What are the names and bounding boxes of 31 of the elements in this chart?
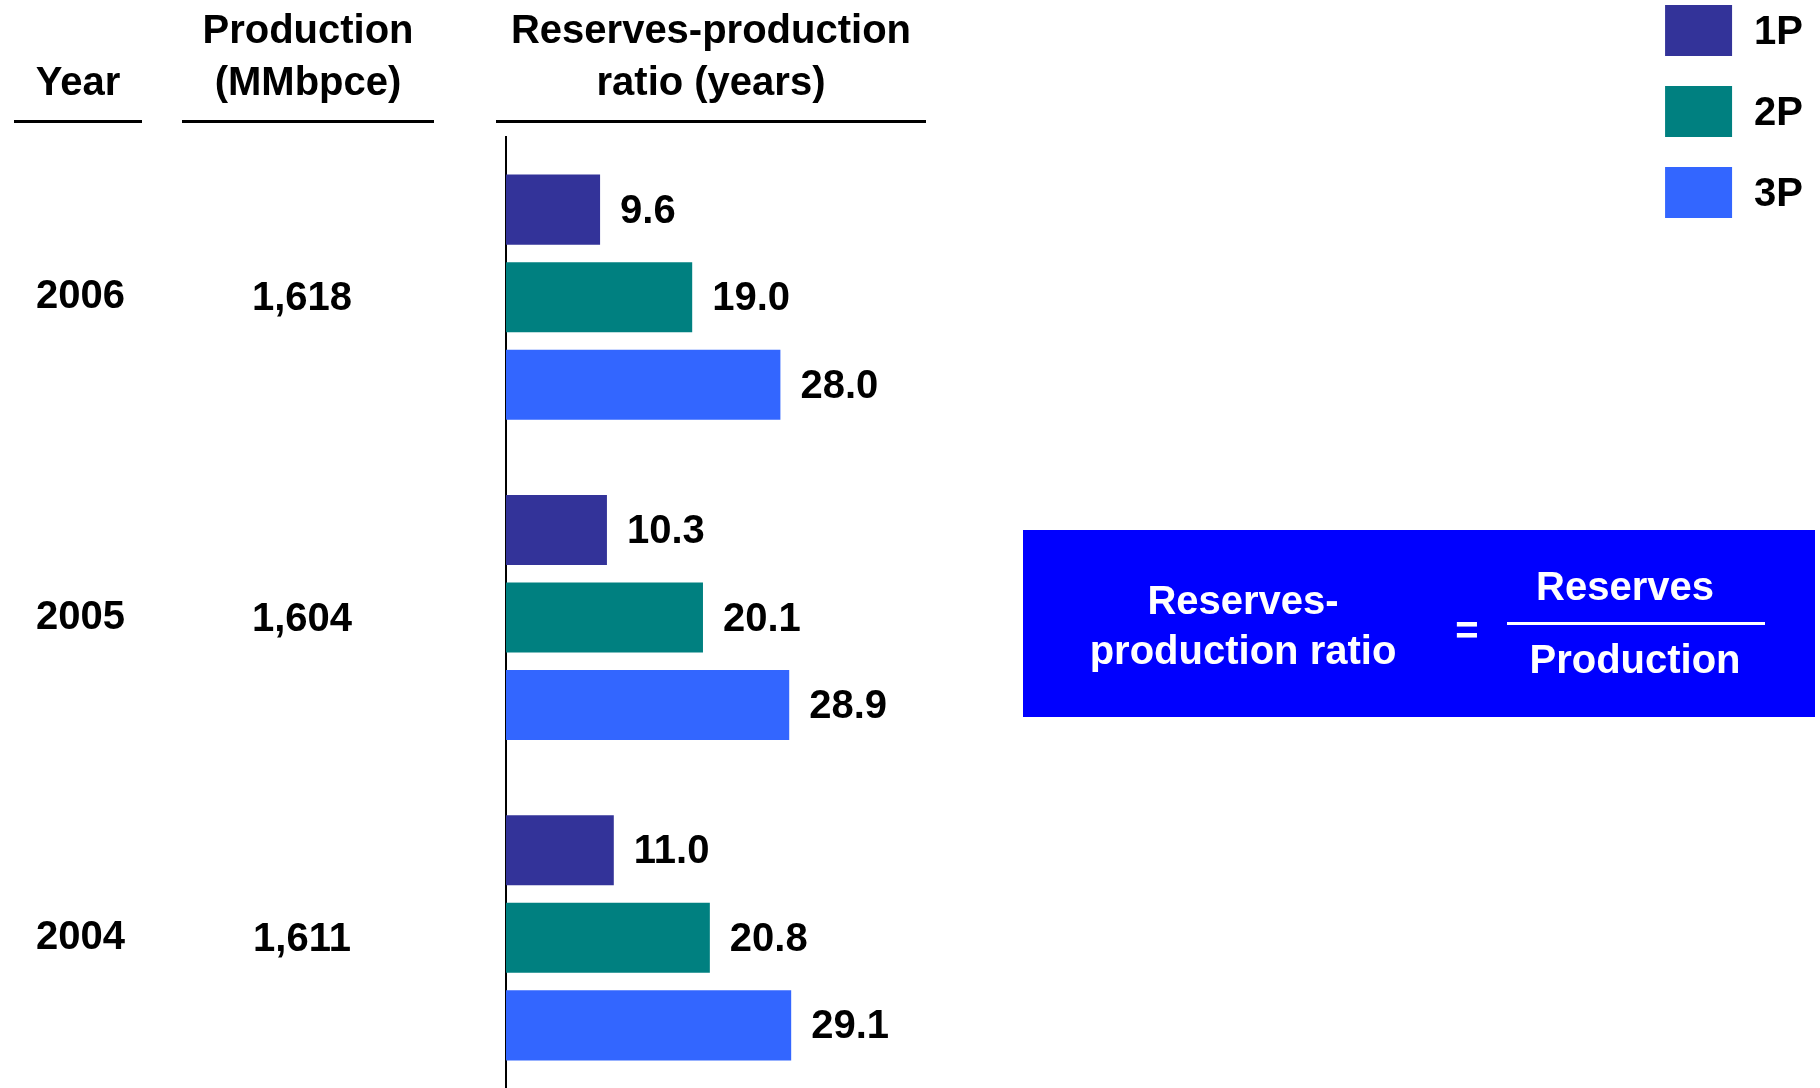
y-tick-label: 2006 xyxy=(36,272,125,317)
y-axis-title: Year xyxy=(35,58,121,105)
data-label: 10.3 xyxy=(626,506,705,551)
data-label: 28.9 xyxy=(809,682,888,727)
data-label: 20.1 xyxy=(722,594,801,639)
text: 1,611 xyxy=(253,914,351,959)
text: Production (MMbpce) xyxy=(201,6,415,105)
x-axis-title: Reserves-production ratio (years) xyxy=(509,6,913,105)
bar xyxy=(506,494,607,565)
legend-label: 3P xyxy=(1754,169,1804,214)
legend-label: 1P xyxy=(1754,7,1804,52)
data-label: 29.1 xyxy=(811,1002,890,1047)
formula-box: Reserves-production ratio = Reserves Production xyxy=(1023,530,1815,717)
bar xyxy=(506,990,792,1061)
bar xyxy=(506,262,693,333)
data-label: 20.8 xyxy=(729,914,808,959)
data-label: 9.6 xyxy=(620,186,676,231)
legend-label: 2P xyxy=(1754,88,1804,133)
bar xyxy=(506,670,790,741)
y-tick-label: 2004 xyxy=(36,912,126,957)
bar xyxy=(506,582,703,653)
y-tick-label: 2005 xyxy=(36,592,125,637)
data-label: 11.0 xyxy=(633,827,710,872)
bar xyxy=(506,349,781,420)
bar xyxy=(506,902,710,973)
bar xyxy=(506,174,601,245)
text: 1,604 xyxy=(251,594,353,639)
bar xyxy=(506,815,614,886)
data-label: 19.0 xyxy=(712,274,791,319)
text: 1,618 xyxy=(251,274,353,319)
data-label: 28.0 xyxy=(800,361,879,406)
